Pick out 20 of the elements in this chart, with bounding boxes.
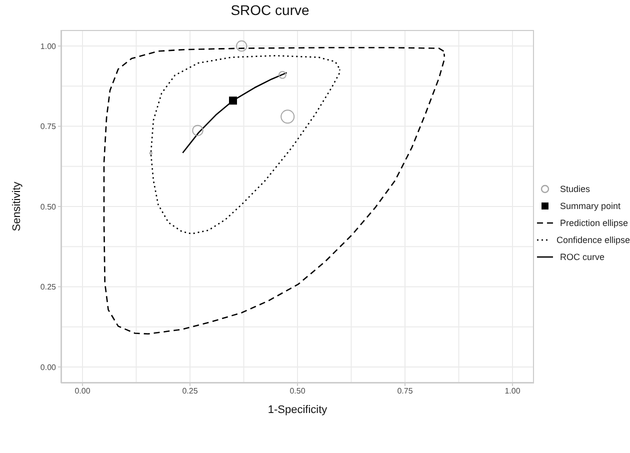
legend-label: Summary point bbox=[560, 200, 621, 210]
y-tick-label: 0.75 bbox=[40, 122, 57, 132]
y-tick-label: 0.25 bbox=[40, 282, 57, 292]
chart-title: SROC curve bbox=[230, 2, 310, 18]
y-tick-label: 0.50 bbox=[40, 202, 57, 212]
x-tick-label: 0.00 bbox=[74, 386, 91, 396]
legend-label: Studies bbox=[560, 184, 590, 194]
line-series bbox=[182, 72, 288, 154]
legend-label: Prediction ellipse bbox=[560, 218, 628, 228]
x-tick-label: 1.00 bbox=[504, 386, 521, 396]
x-tick-label: 0.25 bbox=[182, 386, 198, 396]
y-axis-title: Sensitivity bbox=[10, 181, 23, 232]
x-axis-title: 1-Specificity bbox=[268, 404, 328, 416]
legend-label: ROC curve bbox=[560, 252, 605, 262]
y-tick-label: 0.00 bbox=[40, 362, 57, 372]
x-tick-label: 0.50 bbox=[290, 386, 306, 396]
y-tick-label: 1.00 bbox=[40, 42, 57, 51]
line-series bbox=[150, 55, 341, 234]
legend-label: Confidence ellipse bbox=[556, 234, 630, 244]
x-tick-label: 0.75 bbox=[397, 386, 414, 396]
